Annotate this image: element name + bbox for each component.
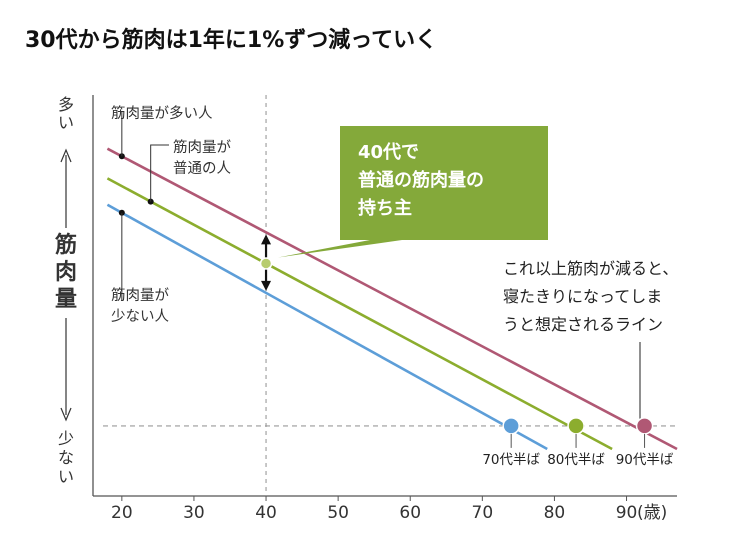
callout-box (340, 126, 548, 240)
series-line-low (106, 203, 548, 451)
age-40-normal-point (259, 257, 273, 270)
end-point-high (635, 417, 654, 435)
x-axis-label: (歳) (637, 503, 667, 523)
callout-pointer (278, 240, 402, 258)
x-tick-label: 80 (544, 503, 566, 523)
end-point-label-low: 70代半ば (482, 452, 540, 468)
y-bottom-label: 少ない (58, 429, 74, 486)
y-down-arrow (60, 407, 72, 422)
series-label-leader (150, 144, 169, 202)
callout-text-line: 普通の筋肉量の (358, 169, 484, 191)
y-center-label: 筋肉量 (54, 232, 77, 312)
svg-text:少: 少 (58, 429, 74, 448)
series-line-high (106, 147, 678, 451)
end-point-label-normal: 80代半ば (547, 452, 605, 468)
svg-text:筋: 筋 (54, 232, 77, 258)
svg-text:肉: 肉 (55, 260, 77, 285)
svg-text:い: い (58, 113, 74, 132)
end-point-normal (567, 417, 585, 435)
series-label-low: 少ない人 (111, 308, 169, 325)
callout-text-line: 40代で (358, 142, 419, 163)
series-label-high: 筋肉量が多い人 (111, 105, 213, 122)
threshold-annotation-line: 寝たきりになってしま (503, 287, 662, 306)
end-point-low (502, 417, 520, 435)
x-tick-label: 20 (111, 503, 133, 523)
x-tick-label: 70 (472, 503, 494, 523)
svg-text:な: な (58, 448, 74, 467)
series-line-normal (106, 177, 613, 451)
end-point-label-high: 90代半ば (616, 452, 674, 468)
x-tick-label: 90 (616, 503, 638, 523)
series-label-normal: 筋肉量が (173, 139, 231, 156)
x-tick-label: 40 (255, 503, 277, 523)
callout-text-line: 持ち主 (358, 197, 412, 219)
y-top-label: 多い (58, 95, 74, 132)
svg-text:多: 多 (58, 95, 74, 114)
y-up-arrow (60, 148, 72, 163)
series-label-low: 筋肉量が (111, 287, 169, 304)
chart-title: 30代から筋肉は1年に1%ずつ減っていく (25, 28, 438, 53)
threshold-annotation-line: これ以上筋肉が減ると、 (503, 259, 678, 278)
arrow-head-down (261, 280, 272, 291)
svg-text:量: 量 (55, 287, 77, 312)
x-tick-label: 60 (399, 503, 421, 523)
threshold-annotation-line: うと想定されるライン (503, 315, 663, 334)
series-label-normal: 普通の人 (173, 160, 231, 177)
x-tick-label: 30 (183, 503, 205, 523)
x-tick-label: 50 (327, 503, 349, 523)
arrow-head-up (261, 234, 272, 245)
svg-text:い: い (58, 467, 74, 486)
